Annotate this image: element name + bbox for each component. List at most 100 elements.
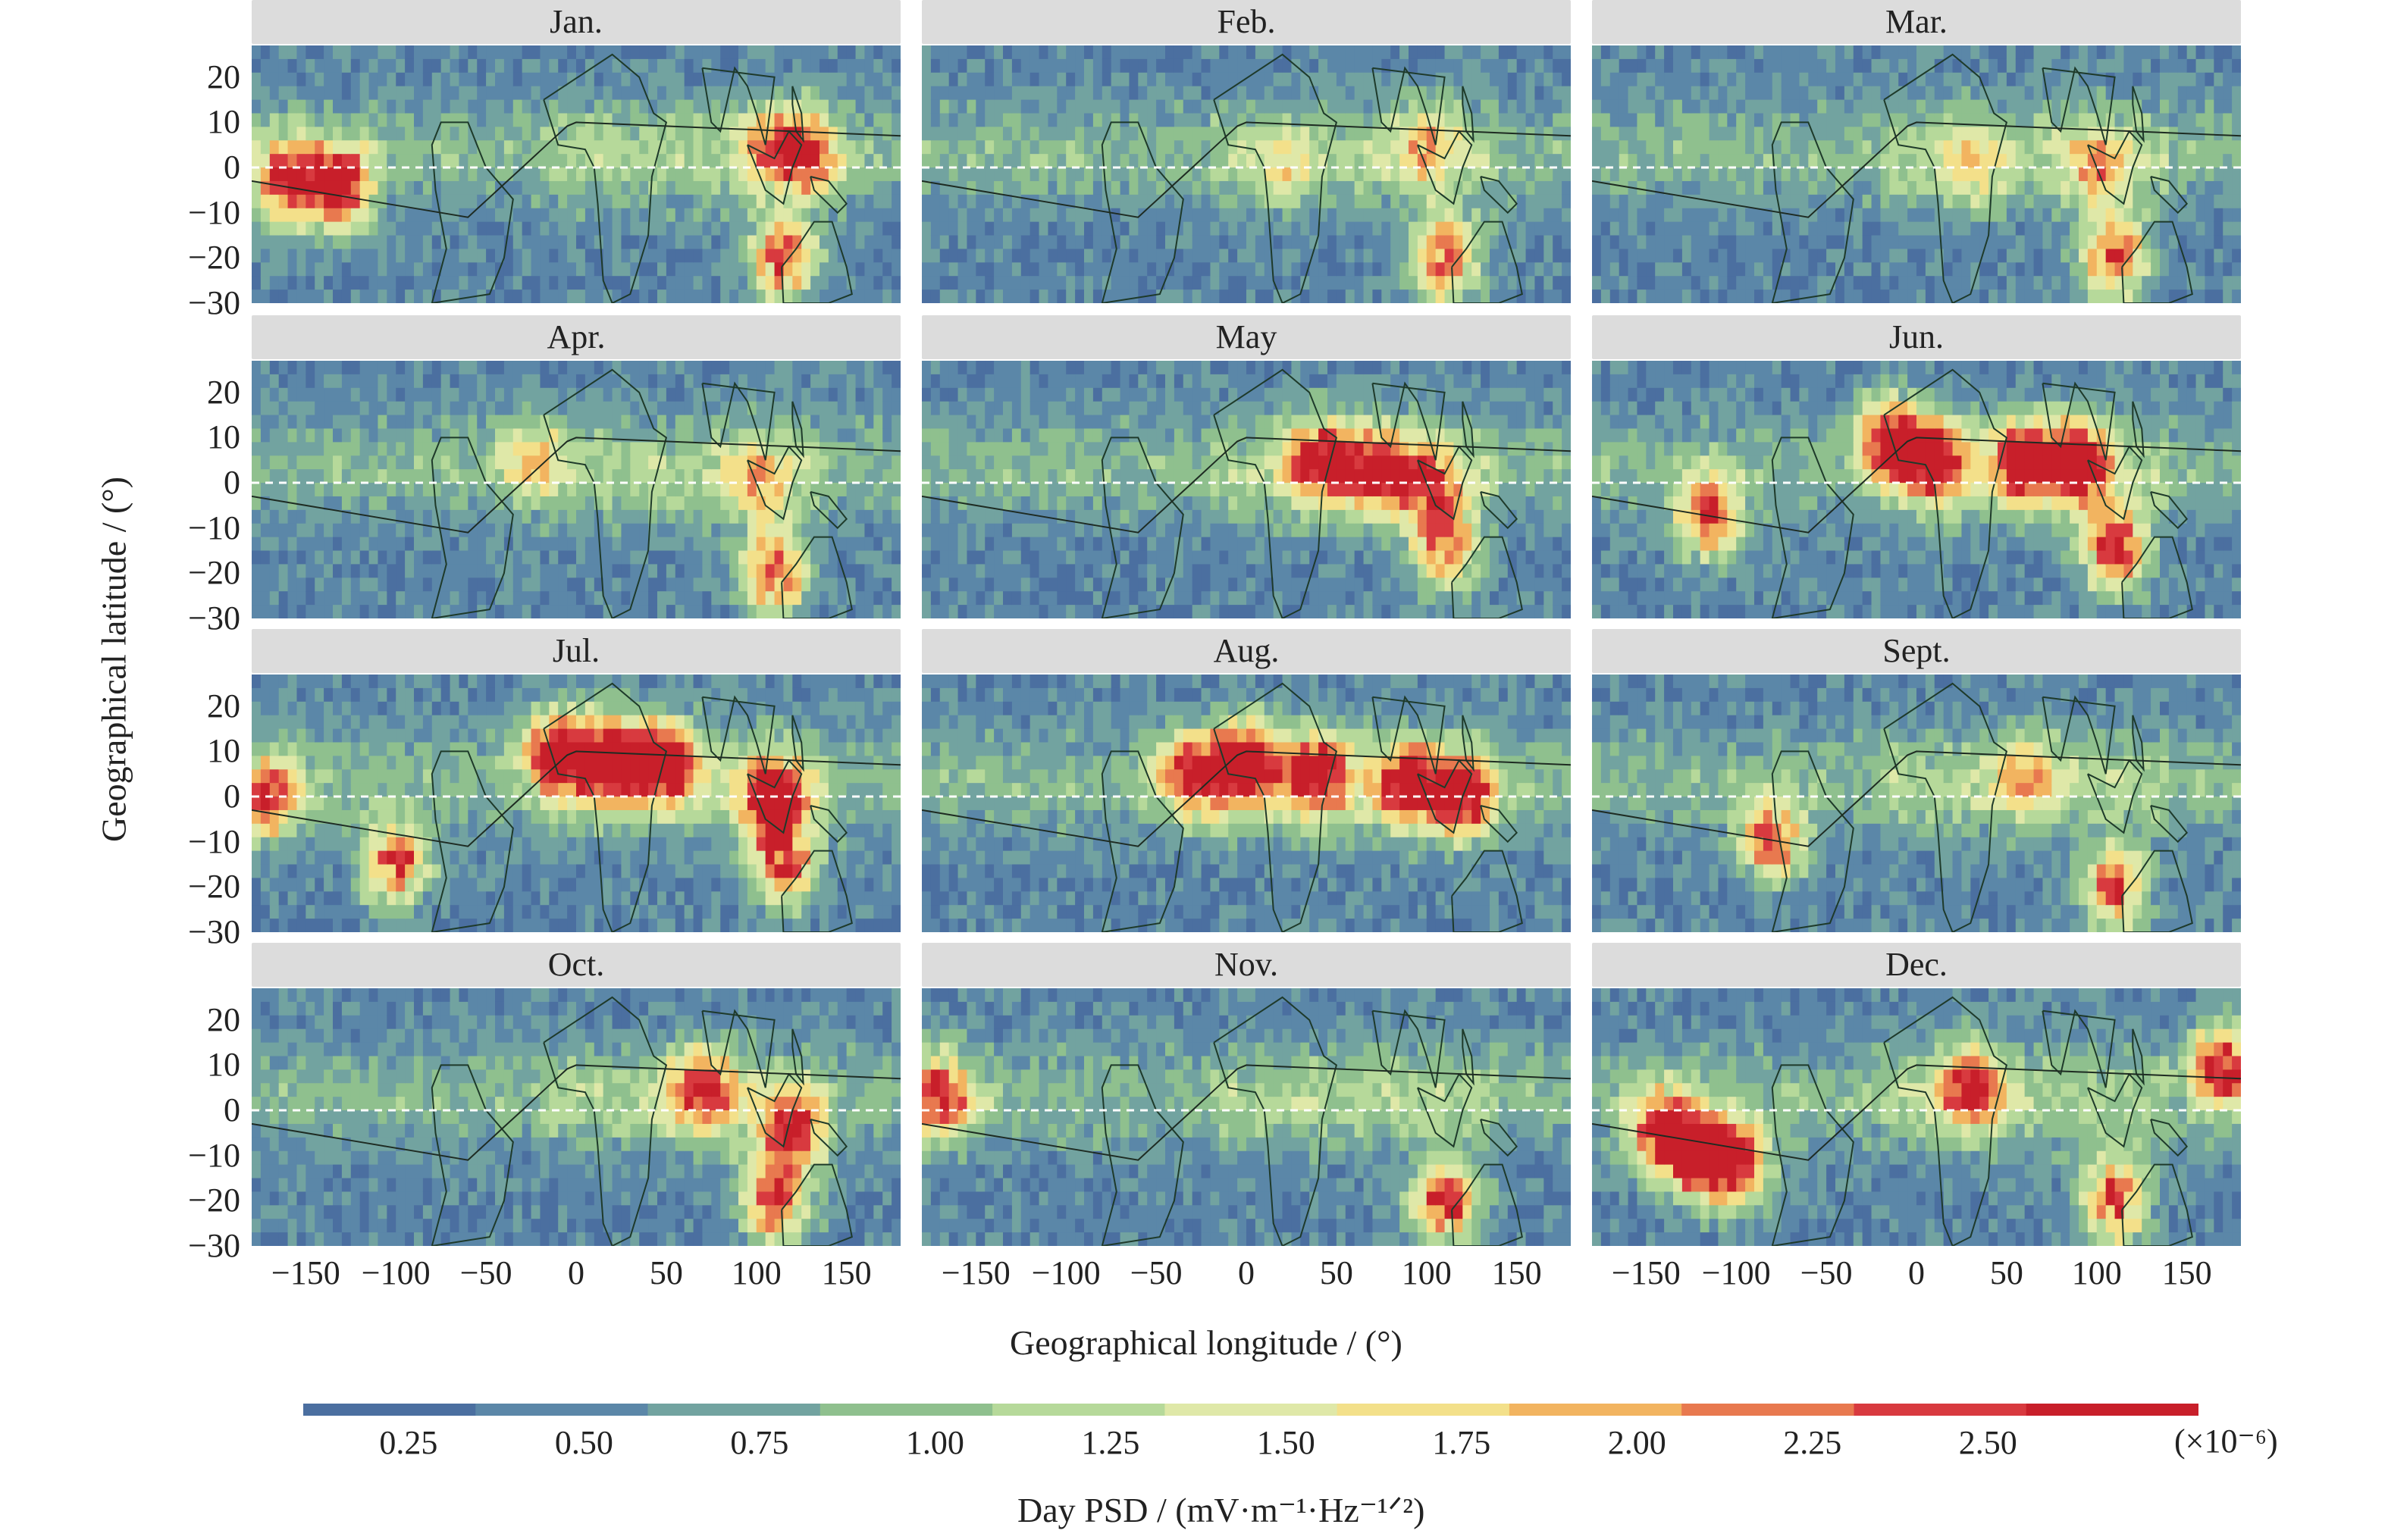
heatmap-cell	[387, 605, 396, 618]
heatmap-cell	[278, 58, 289, 74]
heatmap-cell	[512, 72, 523, 87]
heatmap-cell	[922, 276, 932, 290]
panel-strip: Feb.	[922, 0, 1571, 44]
heatmap-cell	[1399, 290, 1409, 303]
heatmap-cell	[1300, 194, 1310, 209]
heatmap-cell	[2033, 208, 2044, 223]
heatmap-cell	[477, 361, 487, 375]
heatmap-cell	[260, 550, 271, 565]
heatmap-cell	[1562, 208, 1571, 223]
heatmap-cell	[368, 469, 379, 484]
heatmap-cell	[882, 276, 892, 290]
heatmap-cell	[1057, 276, 1067, 290]
heatmap-cell	[873, 113, 883, 127]
heatmap-cell	[1592, 86, 1602, 101]
heatmap-cell	[1354, 235, 1365, 250]
heatmap-cell	[1372, 140, 1382, 155]
heatmap-cell	[287, 591, 298, 606]
heatmap-cell	[892, 154, 901, 168]
heatmap-cell	[1039, 262, 1049, 277]
heatmap-cell	[594, 361, 604, 375]
heatmap-cell	[1790, 221, 1800, 236]
heatmap-cell	[1763, 208, 1773, 223]
heatmap-cell	[2015, 45, 2026, 60]
heatmap-cell	[459, 550, 469, 565]
heatmap-cell	[1381, 194, 1391, 209]
heatmap-cell	[468, 140, 478, 155]
heatmap-cell	[2079, 194, 2089, 209]
heatmap-cell	[1943, 221, 1954, 236]
heatmap-cell	[630, 415, 640, 430]
heatmap-cell	[892, 58, 901, 74]
heatmap-cell	[2114, 249, 2125, 263]
heatmap-cell	[2033, 262, 2044, 277]
heatmap-cell	[522, 127, 532, 141]
heatmap-cell	[774, 86, 785, 101]
heatmap-cell	[882, 140, 892, 155]
heatmap-cell	[948, 154, 959, 168]
heatmap-cell	[468, 469, 478, 484]
heatmap-cell	[1129, 140, 1139, 155]
heatmap-cell	[1646, 140, 1656, 155]
heatmap-cell	[801, 262, 811, 277]
heatmap-cell	[1880, 221, 1890, 236]
heatmap-cell	[1147, 58, 1157, 74]
heatmap-cell	[341, 86, 352, 101]
heatmap-cell	[2214, 276, 2223, 290]
heatmap-cell	[2186, 208, 2197, 223]
heatmap-cell	[1844, 113, 1854, 127]
heatmap-cell	[378, 194, 387, 209]
heatmap-cell	[1718, 86, 1728, 101]
heatmap-cell	[939, 154, 950, 168]
heatmap-cell	[576, 374, 586, 389]
heatmap-cell	[1507, 113, 1518, 127]
heatmap-cell	[810, 45, 820, 60]
heatmap-cell	[1453, 208, 1463, 223]
heatmap-cell	[486, 387, 496, 402]
heatmap-cell	[630, 387, 640, 402]
heatmap-cell	[684, 208, 694, 223]
heatmap-cell	[1111, 58, 1121, 74]
heatmap-cell	[359, 72, 370, 87]
heatmap-cell	[1543, 276, 1553, 290]
heatmap-cell	[621, 140, 631, 155]
heatmap-cell	[1853, 140, 1863, 155]
heatmap-cell	[612, 208, 622, 223]
heatmap-cell	[1516, 235, 1527, 250]
heatmap-cell	[1210, 127, 1220, 141]
heatmap-cell	[422, 361, 433, 375]
heatmap-cell	[828, 167, 838, 182]
heatmap-cell	[855, 99, 866, 114]
heatmap-cell	[1727, 127, 1737, 141]
heatmap-cell	[1273, 140, 1283, 155]
heatmap-cell	[1889, 140, 1899, 155]
heatmap-cell	[594, 194, 604, 209]
heatmap-cell	[873, 262, 883, 277]
heatmap-cell	[2042, 154, 2052, 168]
heatmap-cell	[558, 591, 568, 606]
heatmap-cell	[738, 180, 748, 196]
heatmap-cell	[675, 249, 685, 263]
heatmap-cell	[1844, 86, 1854, 101]
heatmap-cell	[2105, 249, 2116, 263]
heatmap-cell	[486, 428, 496, 443]
heatmap-cell	[1417, 113, 1427, 127]
heatmap-cell	[269, 387, 280, 402]
heatmap-cell	[1646, 208, 1656, 223]
heatmap-cell	[738, 99, 748, 114]
heatmap-cell	[837, 276, 848, 290]
heatmap-cell	[1246, 45, 1256, 60]
heatmap-cell	[2151, 154, 2161, 168]
heatmap-cell	[1228, 45, 1238, 60]
heatmap-cell	[855, 180, 866, 196]
heatmap-cell	[1862, 140, 1872, 155]
heatmap-cell	[1934, 290, 1945, 303]
heatmap-cell	[1718, 208, 1728, 223]
heatmap-cell	[1498, 276, 1509, 290]
heatmap-cell	[1237, 167, 1247, 182]
heatmap-cell	[306, 509, 315, 524]
heatmap-cell	[522, 361, 532, 375]
heatmap-cell	[414, 605, 424, 618]
heatmap-cell	[1300, 45, 1310, 60]
heatmap-cell	[531, 221, 541, 236]
